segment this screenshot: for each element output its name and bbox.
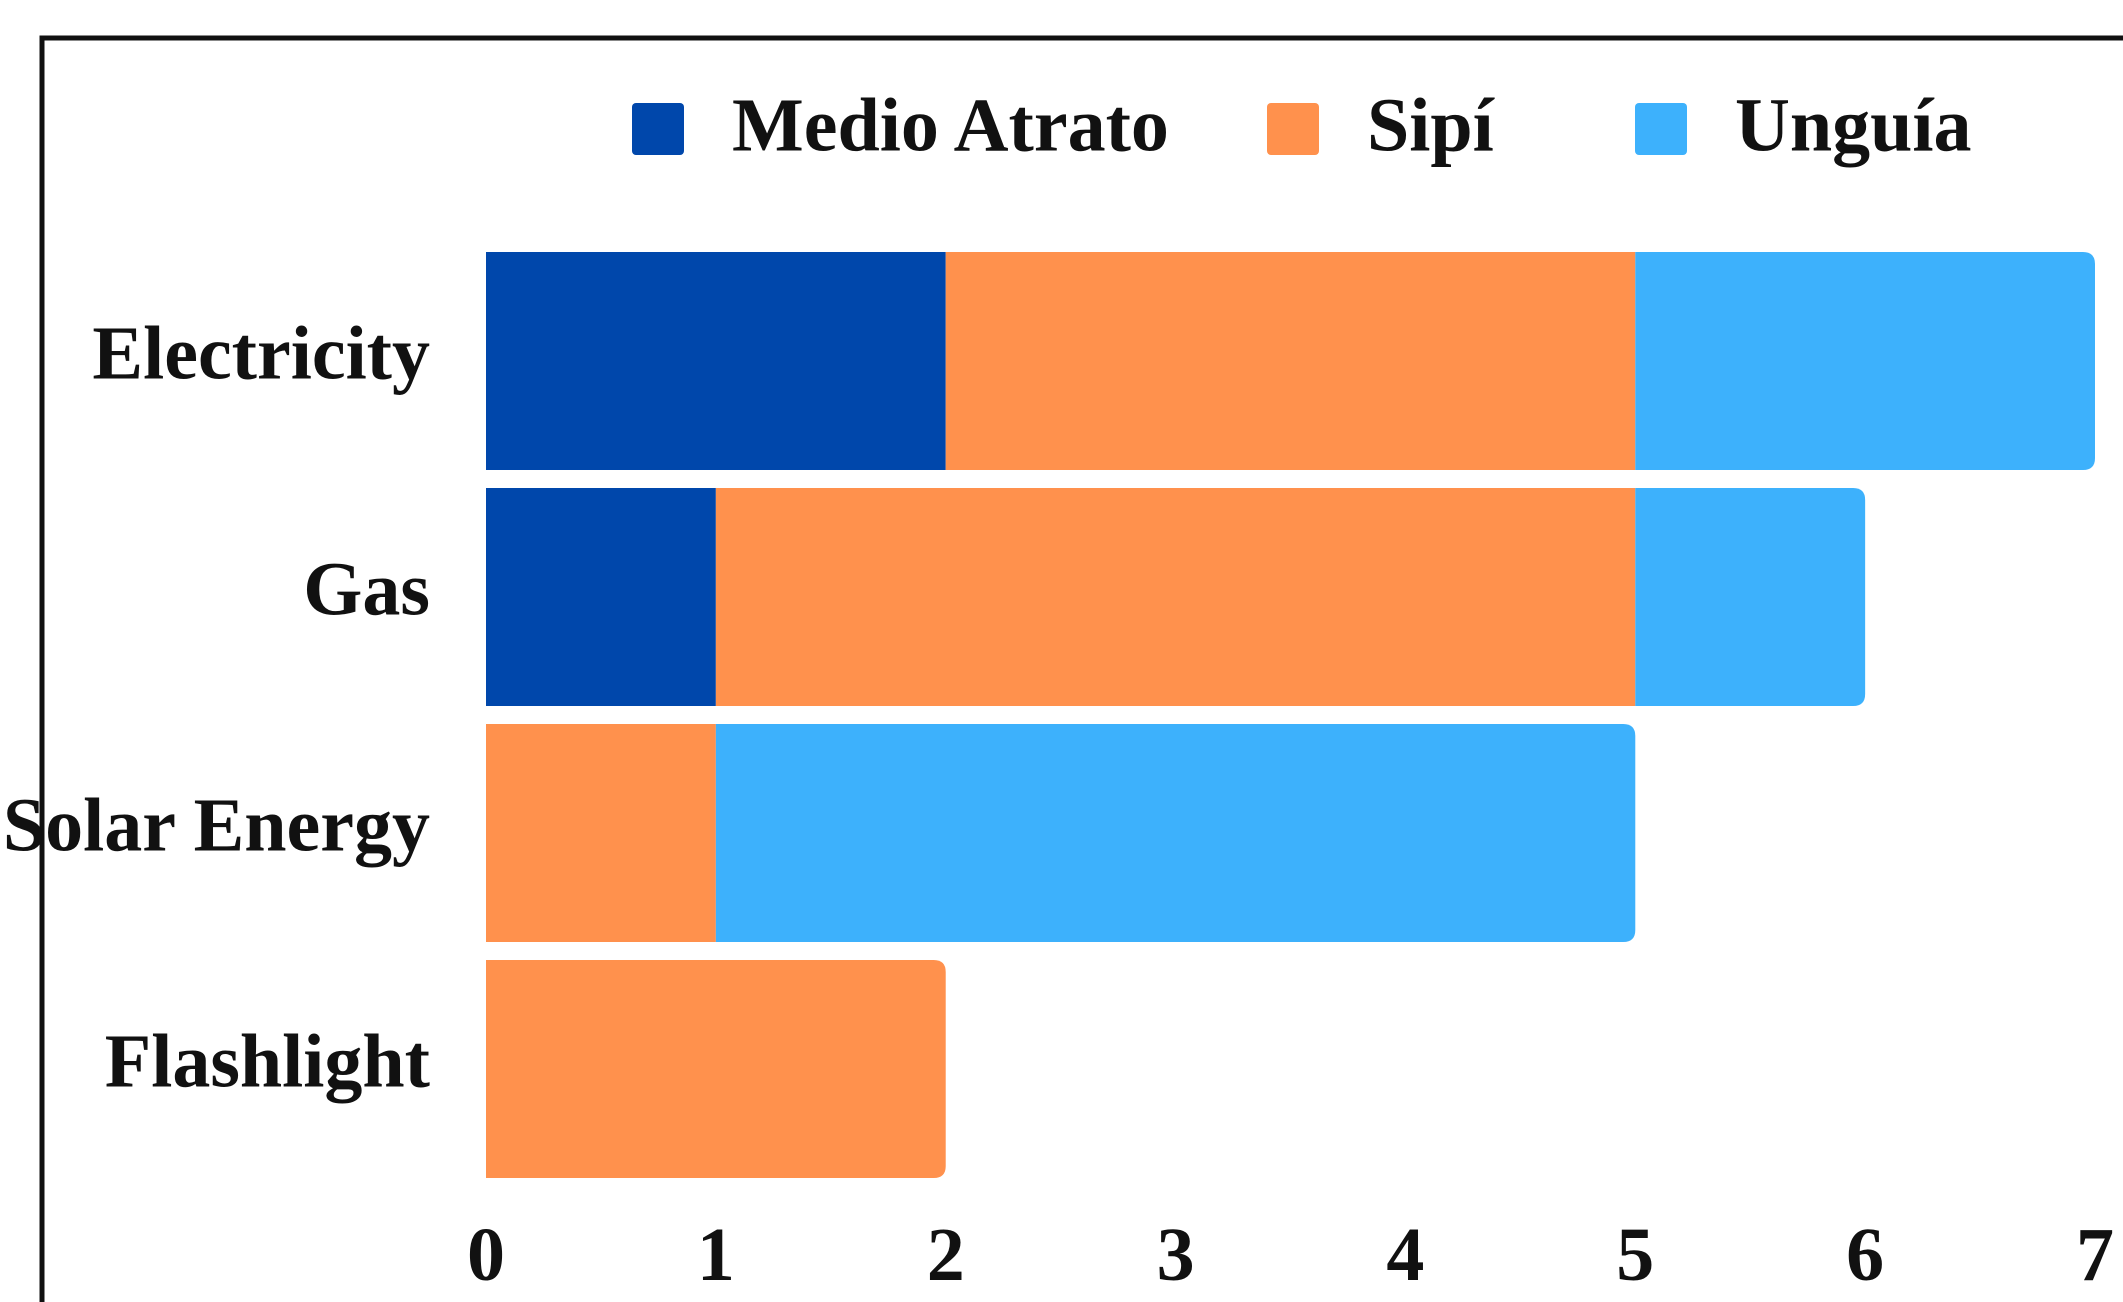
- value-axis: 0 1 2 3 4 5 6 7: [467, 1213, 2114, 1297]
- bar-1-2: [1635, 488, 1866, 706]
- legend: Medio Atrato Sipí Unguía: [632, 83, 1972, 167]
- bar-1-0: [486, 488, 716, 706]
- x-tick-label-0: 0: [467, 1213, 505, 1297]
- bar-0-0: [486, 252, 946, 470]
- x-tick-label-7: 7: [2076, 1213, 2114, 1297]
- x-tick-label-5: 5: [1616, 1213, 1654, 1297]
- bar-2-2: [715, 724, 1636, 942]
- bar-2-1: [486, 724, 716, 942]
- legend-label-2: Unguía: [1735, 83, 1972, 167]
- category-label-3: Flashlight: [105, 1019, 430, 1103]
- category-axis: Electricity Gas Solar Energy Flashlight: [3, 311, 430, 1103]
- bars: [486, 252, 2095, 1178]
- x-tick-label-1: 1: [697, 1213, 735, 1297]
- bar-0-2: [1635, 252, 2095, 470]
- category-label-2: Solar Energy: [3, 783, 430, 867]
- legend-label-0: Medio Atrato: [732, 83, 1169, 167]
- legend-swatch-0: [632, 103, 684, 155]
- legend-swatch-1: [1267, 103, 1319, 155]
- category-label-1: Gas: [303, 547, 430, 631]
- category-label-0: Electricity: [92, 311, 430, 395]
- legend-swatch-2: [1635, 103, 1687, 155]
- x-tick-label-6: 6: [1846, 1213, 1884, 1297]
- bar-1-1: [715, 488, 1636, 706]
- x-tick-label-3: 3: [1157, 1213, 1195, 1297]
- bar-0-1: [945, 252, 1636, 470]
- x-tick-label-4: 4: [1386, 1213, 1424, 1297]
- bar-3-1: [486, 960, 946, 1178]
- legend-label-1: Sipí: [1367, 83, 1496, 167]
- x-tick-label-2: 2: [927, 1213, 965, 1297]
